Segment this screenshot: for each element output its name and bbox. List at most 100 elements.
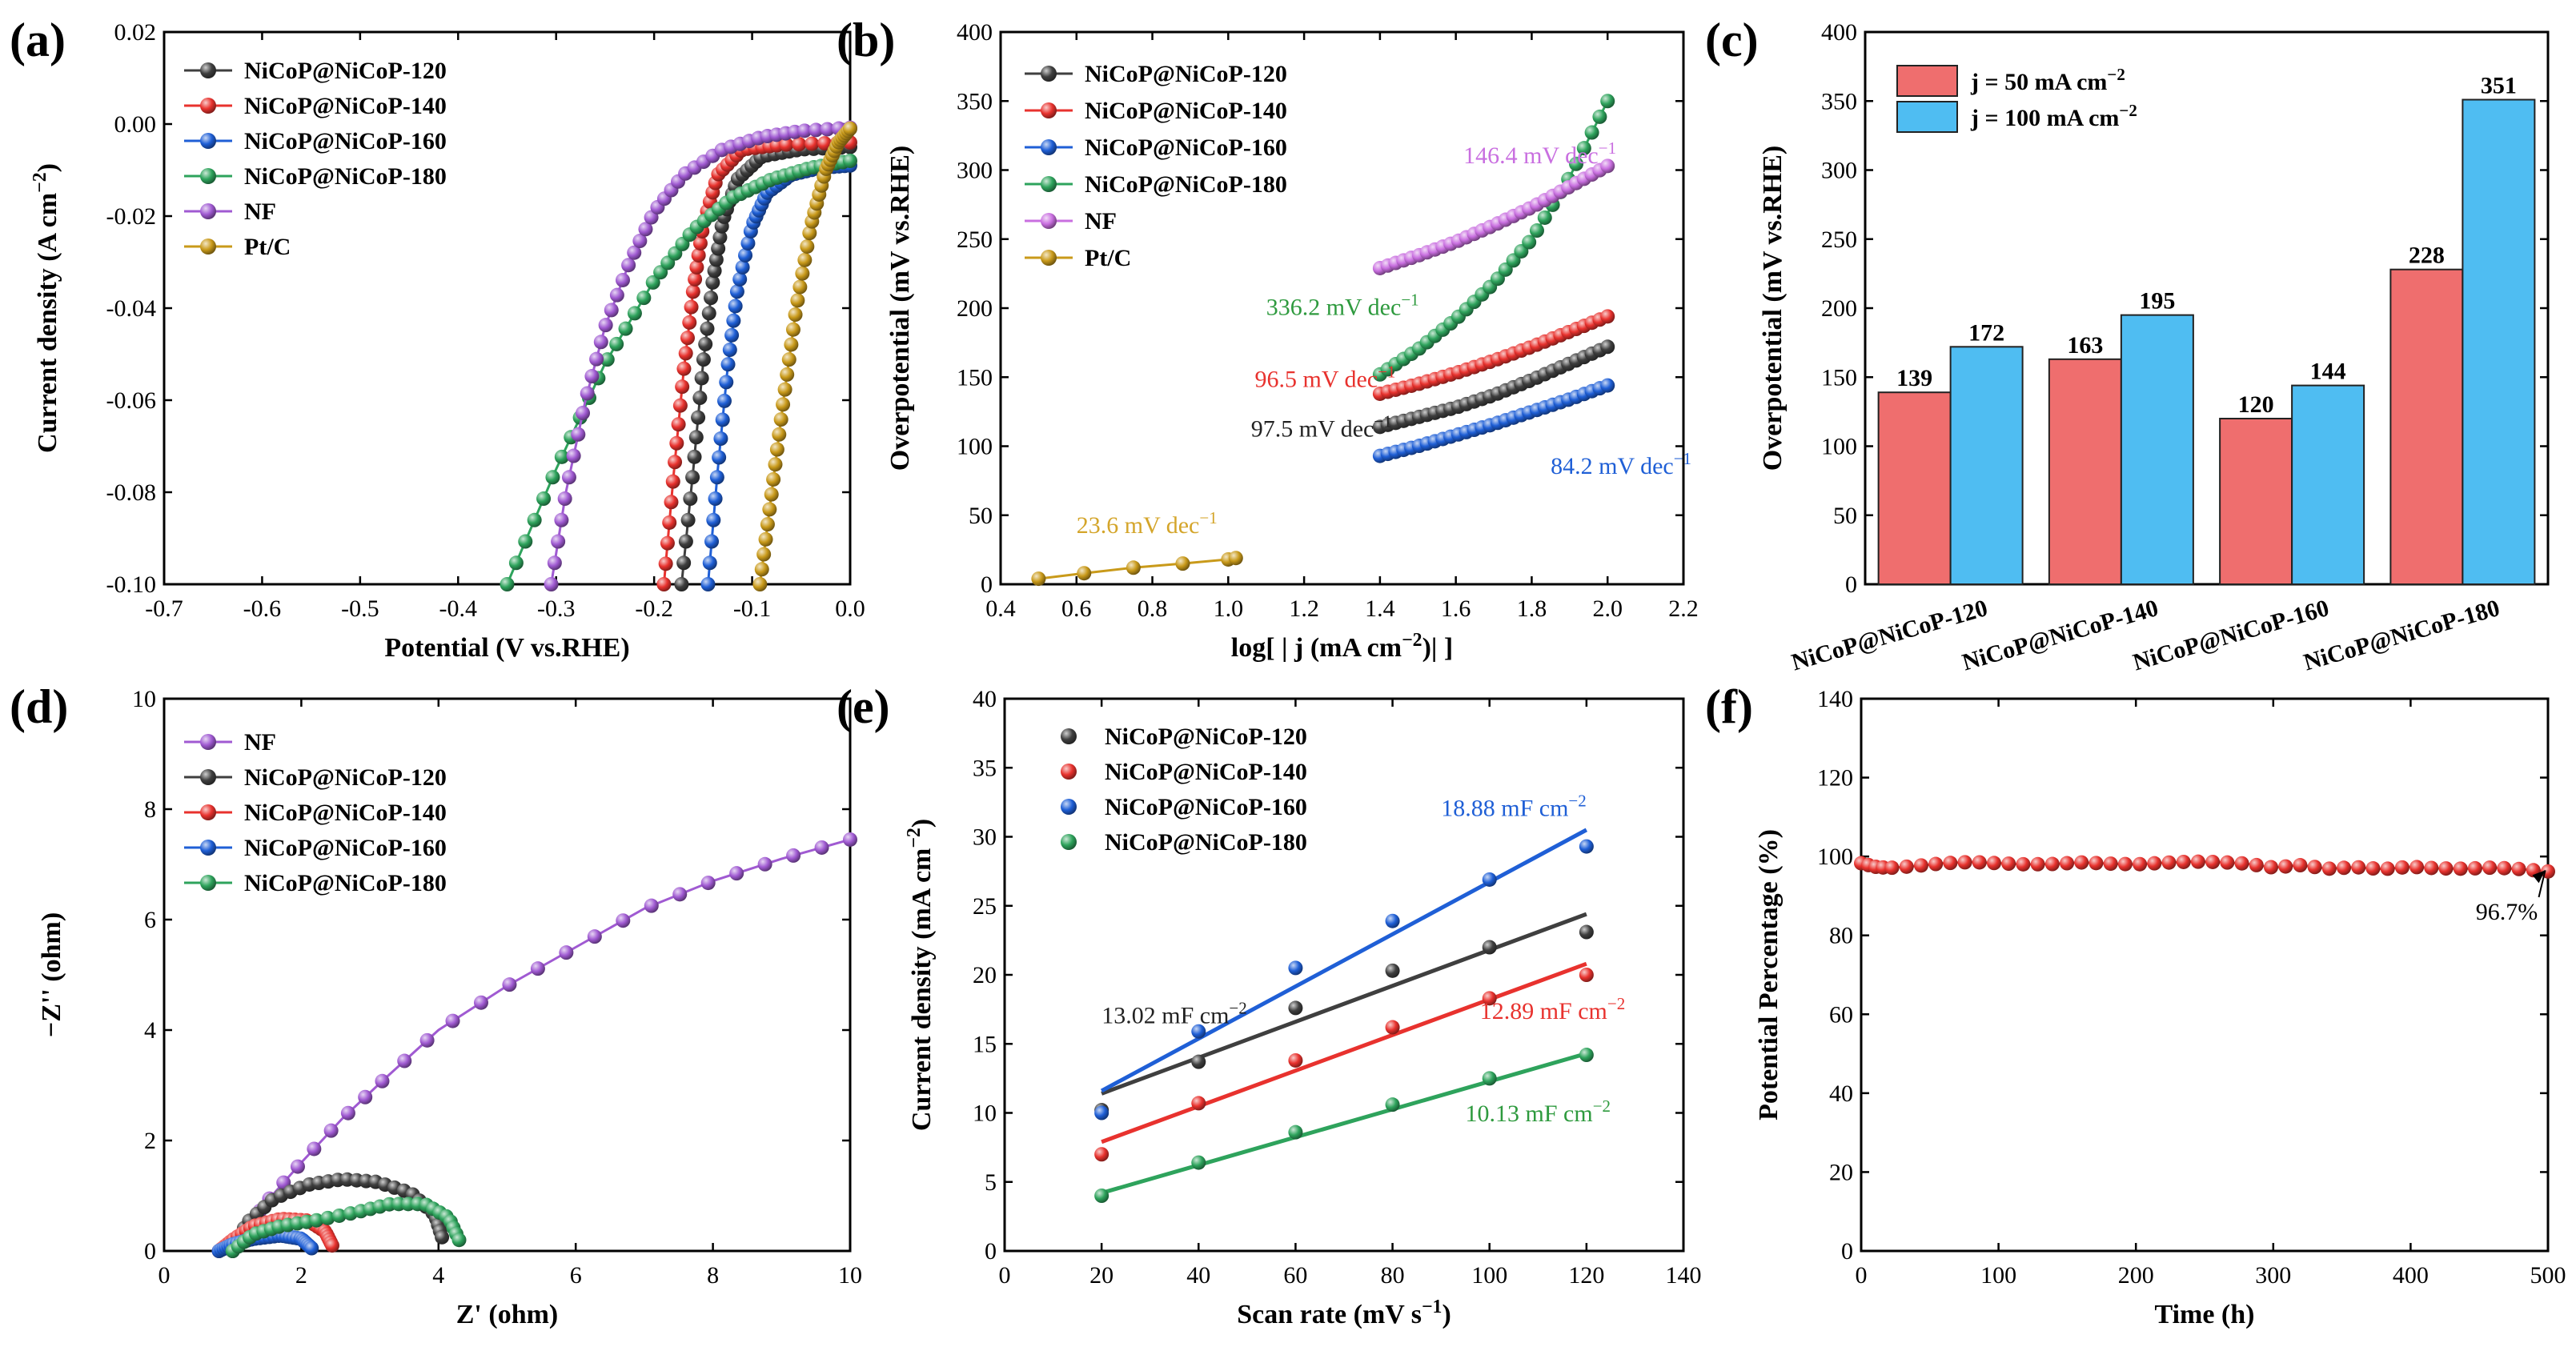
data-point bbox=[545, 470, 560, 485]
data-point bbox=[1579, 839, 1594, 854]
data-point bbox=[290, 1159, 305, 1174]
data-point bbox=[1884, 860, 1900, 876]
y-axis-label: Potential Percentage (%) bbox=[1754, 829, 1784, 1120]
data-point bbox=[2337, 860, 2352, 876]
data-point bbox=[698, 336, 713, 351]
y-tick-label: 25 bbox=[973, 893, 997, 920]
legend-label: Pt/C bbox=[244, 234, 291, 260]
y-tick-label: 400 bbox=[1821, 19, 1857, 46]
data-point bbox=[502, 977, 517, 992]
data-point bbox=[331, 1208, 347, 1223]
data-point bbox=[2453, 861, 2468, 876]
legend-marker bbox=[200, 875, 216, 891]
data-point bbox=[738, 247, 753, 263]
x-tick-label: 500 bbox=[2530, 1262, 2566, 1289]
data-point bbox=[735, 259, 750, 275]
data-point bbox=[2278, 859, 2293, 874]
data-point bbox=[557, 491, 572, 507]
data-point bbox=[762, 502, 777, 517]
legend-marker bbox=[200, 62, 216, 78]
data-point bbox=[688, 271, 703, 287]
data-point bbox=[1972, 855, 1987, 870]
legend-label: Pt/C bbox=[1085, 245, 1131, 271]
data-point bbox=[758, 531, 773, 547]
y-tick-label: 10 bbox=[973, 1100, 997, 1127]
panel-c: (c) 0 50 100 150 200 250 300 350 400 Overpotential… bbox=[1705, 14, 2550, 675]
data-point bbox=[1385, 963, 1400, 978]
data-point bbox=[527, 512, 542, 527]
data-point bbox=[309, 1213, 324, 1228]
data-point bbox=[1288, 1000, 1303, 1016]
data-point bbox=[323, 1123, 339, 1138]
data-point bbox=[675, 379, 690, 395]
data-point bbox=[375, 1073, 390, 1088]
capacitance-annotation: 12.89 mF cm−2 bbox=[1480, 994, 1626, 1024]
x-axis-label: Scan rate (mV s−1) bbox=[1237, 1297, 1451, 1329]
data-point bbox=[2467, 860, 2482, 876]
legend-label: NiCoP@NiCoP-120 bbox=[1085, 61, 1287, 87]
data-point bbox=[1385, 1020, 1400, 1035]
fit-line bbox=[1101, 961, 1587, 1145]
series-line bbox=[758, 127, 852, 585]
y-axis-label: Overpotential (mV vs.RHE) bbox=[1758, 146, 1788, 471]
data-point bbox=[817, 136, 833, 151]
data-point bbox=[685, 284, 700, 299]
data-point bbox=[615, 272, 630, 287]
data-point bbox=[711, 241, 726, 256]
data-point bbox=[2074, 855, 2089, 870]
y-tick-label: -0.08 bbox=[106, 479, 157, 506]
data-point bbox=[1943, 856, 1958, 871]
data-point bbox=[720, 357, 736, 372]
y-tick-label: 0.00 bbox=[114, 111, 157, 138]
panel-e: (e) 0 20 40 60 80 100 120 140 0 5 10 15 20 25 30 35 40 Sca… bbox=[837, 680, 1702, 1329]
data-point bbox=[704, 534, 720, 549]
data-point bbox=[1537, 210, 1552, 225]
x-tick-label: 0.8 bbox=[1138, 595, 1168, 622]
bar-value-label: 195 bbox=[2139, 288, 2175, 315]
data-point bbox=[2307, 860, 2322, 875]
data-point bbox=[2060, 856, 2075, 871]
y-tick-label: 140 bbox=[1817, 686, 1853, 712]
y-tick-label: 150 bbox=[1821, 364, 1857, 391]
data-point bbox=[712, 450, 727, 465]
slope-annotation: 23.6 mV dec−1 bbox=[1077, 508, 1218, 539]
data-point bbox=[435, 1229, 450, 1245]
slope-annotation: 96.5 mV dec−1 bbox=[1255, 362, 1396, 392]
data-point bbox=[694, 371, 709, 386]
data-point bbox=[704, 291, 719, 306]
data-point bbox=[780, 367, 795, 382]
legend-label: NiCoP@NiCoP-160 bbox=[244, 835, 447, 861]
data-point bbox=[320, 1210, 335, 1225]
bar bbox=[2389, 268, 2464, 585]
data-point bbox=[800, 239, 815, 254]
data-point bbox=[701, 306, 716, 321]
data-point bbox=[2351, 860, 2366, 875]
data-point bbox=[754, 562, 769, 577]
x-tick-label: 200 bbox=[2118, 1262, 2154, 1289]
legend-label: j = 50 mA cm−2 bbox=[1970, 65, 2125, 95]
legend-marker bbox=[200, 133, 216, 149]
data-point bbox=[324, 1238, 339, 1253]
annotation-arrow bbox=[2538, 870, 2546, 898]
x-tick-label: 2.2 bbox=[1668, 595, 1699, 622]
data-point bbox=[712, 230, 728, 245]
data-point bbox=[2001, 856, 2016, 872]
data-point bbox=[728, 299, 743, 314]
data-point bbox=[732, 271, 748, 287]
data-point bbox=[777, 382, 792, 397]
data-point bbox=[1899, 859, 1914, 874]
data-point bbox=[689, 259, 704, 275]
legend-label: NiCoP@NiCoP-180 bbox=[244, 870, 447, 896]
x-tick-label: -0.4 bbox=[439, 595, 478, 622]
y-tick-label: 4 bbox=[144, 1017, 156, 1044]
data-point bbox=[716, 393, 732, 408]
data-point bbox=[587, 929, 602, 944]
data-point bbox=[764, 487, 779, 502]
data-point bbox=[307, 1141, 322, 1157]
legend-label: NF bbox=[244, 729, 276, 756]
data-point bbox=[722, 343, 737, 358]
data-point bbox=[1385, 1097, 1400, 1112]
data-point bbox=[2088, 856, 2104, 871]
series-line bbox=[706, 164, 851, 585]
